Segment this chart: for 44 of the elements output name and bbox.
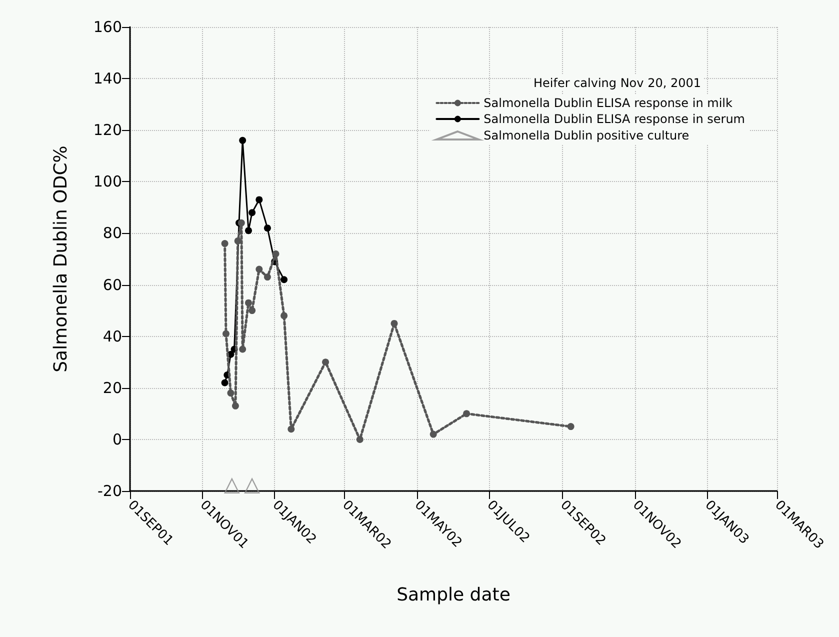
point bbox=[272, 250, 280, 258]
y-tick-label: 40 bbox=[102, 327, 122, 346]
point bbox=[430, 430, 437, 438]
point bbox=[227, 390, 234, 397]
point bbox=[567, 423, 574, 430]
legend-title: Heifer calving Nov 20, 2001 bbox=[533, 76, 702, 90]
point bbox=[322, 358, 330, 366]
point bbox=[232, 402, 239, 410]
point bbox=[224, 478, 240, 494]
legend-label: Salmonella Dublin ELISA response in serum bbox=[484, 112, 746, 126]
point bbox=[222, 330, 230, 338]
y-tick-label: 0 bbox=[112, 430, 122, 448]
point bbox=[221, 240, 228, 248]
point bbox=[234, 237, 242, 244]
point bbox=[356, 436, 364, 443]
point bbox=[280, 312, 288, 320]
x-axis-title: Sample date bbox=[396, 584, 510, 606]
point bbox=[256, 266, 263, 273]
y-tick-label: 140 bbox=[93, 70, 122, 88]
point bbox=[221, 379, 228, 386]
y-tick-label: 80 bbox=[102, 224, 122, 242]
point bbox=[239, 346, 246, 353]
point bbox=[256, 196, 263, 204]
point bbox=[288, 426, 295, 433]
y-tick-label: 60 bbox=[102, 276, 122, 294]
point bbox=[264, 274, 271, 281]
point bbox=[245, 299, 252, 306]
legend-label: Salmonella Dublin ELISA response in milk bbox=[484, 96, 732, 110]
point bbox=[244, 478, 260, 494]
point bbox=[463, 410, 470, 418]
point bbox=[390, 320, 398, 327]
point bbox=[264, 224, 271, 232]
point bbox=[248, 307, 256, 314]
point bbox=[239, 136, 246, 144]
y-tick-label: 120 bbox=[93, 121, 122, 140]
y-tick-label: 100 bbox=[93, 172, 122, 191]
point bbox=[280, 276, 288, 284]
point bbox=[248, 209, 256, 216]
y-tick-label: -20 bbox=[98, 482, 122, 500]
legend-label: Salmonella Dublin positive culture bbox=[484, 128, 690, 142]
y-axis-title: Salmonella Dublin ODC% bbox=[50, 146, 72, 372]
point bbox=[245, 227, 252, 234]
y-tick-label: 160 bbox=[93, 18, 122, 36]
y-tick-label: 20 bbox=[102, 378, 122, 397]
